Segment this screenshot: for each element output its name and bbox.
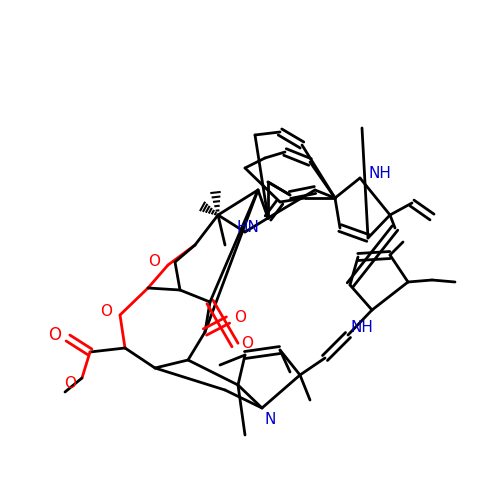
Text: NH: NH [368, 166, 392, 180]
Text: O: O [100, 304, 112, 320]
Text: O: O [241, 336, 253, 350]
Text: NH: NH [350, 320, 374, 336]
Text: O: O [234, 310, 246, 326]
Text: N: N [264, 412, 276, 428]
Text: HN: HN [236, 220, 260, 236]
Text: O: O [48, 326, 62, 344]
Text: O: O [64, 376, 76, 390]
Text: O: O [148, 254, 160, 270]
